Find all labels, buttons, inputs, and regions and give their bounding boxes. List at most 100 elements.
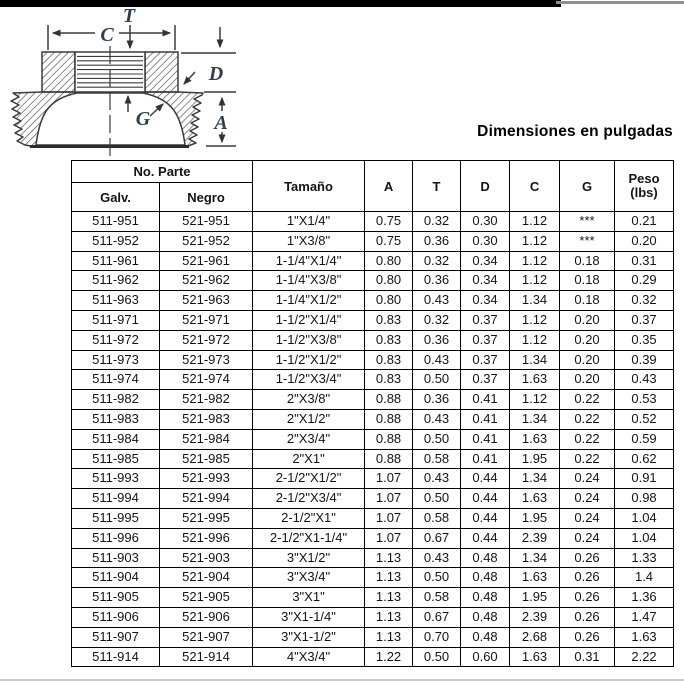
table-row: 511-973 521-973 1-1/2"X1/2" 0.83 0.43 0.37 1.3… <box>71 349 675 371</box>
table-cell: 1"X1/4" <box>252 211 366 232</box>
table-cell: 0.48 <box>460 567 511 589</box>
table-row: 511-905 521-905 3"X1" 1.13 0.58 0.48 1.95 0.26 1… <box>71 587 675 608</box>
table-cell: 0.48 <box>460 547 511 569</box>
table-cell: 1-1/2"X1/4" <box>252 309 366 331</box>
table-cell: 1.95 <box>509 448 561 470</box>
table-cell: 0.80 <box>364 290 414 311</box>
table-row: 511-982 521-982 2"X3/8" 0.88 0.36 0.41 1.12 0.2… <box>71 389 675 410</box>
table-cell: 1.07 <box>364 488 414 509</box>
table-cell: 0.43 <box>412 408 462 430</box>
table-cell: 0.53 <box>614 389 675 410</box>
table-cell: 0.41 <box>460 428 511 450</box>
label-c: C <box>100 24 114 46</box>
table-cell: 1-1/4"X1/2" <box>252 290 366 311</box>
table-cell: 2"X1/2" <box>252 408 366 430</box>
table-cell: 0.62 <box>614 448 675 470</box>
table-cell: 521-971 <box>158 309 254 331</box>
table-cell: 0.58 <box>412 448 462 470</box>
table-cell: 521-995 <box>158 507 254 529</box>
table-row: 511-984 521-984 2"X3/4" 0.88 0.50 0.41 1.63 0.2… <box>71 428 675 450</box>
table-cell: 511-996 <box>71 527 160 549</box>
table-cell: 0.83 <box>364 349 414 371</box>
dimensions-table: No. Parte Tamaño A T D C G Peso (lbs) Ga… <box>70 160 675 668</box>
dimension-d <box>181 27 236 93</box>
table-cell: 521-905 <box>158 587 254 608</box>
table-row: 511-907 521-907 3"X1-1/2" 1.13 0.70 0.48 2.68 0… <box>71 626 675 648</box>
table-cell: 0.88 <box>364 448 414 470</box>
table-cell: 0.36 <box>412 270 462 292</box>
table-cell: 511-962 <box>71 270 160 292</box>
header-tamano: Tamaño <box>252 160 366 212</box>
table-cell: 0.80 <box>364 270 414 292</box>
table-cell: 511-905 <box>71 587 160 608</box>
table-cell: 2-1/2"X1-1/4" <box>252 527 366 549</box>
table-cell: 511-903 <box>71 547 160 569</box>
table-cell: 521-914 <box>158 646 254 668</box>
dimension-a <box>206 96 236 147</box>
table-cell: 0.50 <box>412 369 462 391</box>
table-cell: 2"X3/4" <box>252 428 366 450</box>
table-cell: 521-993 <box>158 468 254 490</box>
table-cell: 1.07 <box>364 527 414 549</box>
table-row: 511-996 521-996 2-1/2"X1-1/4" 1.07 0.67 0.44 2… <box>71 527 675 549</box>
table-cell: 0.83 <box>364 329 414 351</box>
table-cell: 1.34 <box>509 547 561 569</box>
table-cell: 0.44 <box>460 468 511 490</box>
table-cell: 511-994 <box>71 488 160 509</box>
table-cell: 0.32 <box>412 309 462 331</box>
table-cell: 0.30 <box>460 211 511 232</box>
table-cell: 511-906 <box>71 606 160 628</box>
table-row: 511-985 521-985 2"X1" 0.88 0.58 0.41 1.95 0.22 0… <box>71 448 675 470</box>
table-cell: 1.12 <box>509 250 561 272</box>
table-cell: 521-904 <box>158 567 254 589</box>
table-header: No. Parte Tamaño A T D C G Peso (lbs) Ga… <box>70 160 675 212</box>
table-cell: 0.35 <box>614 329 675 351</box>
table-cell: 0.88 <box>364 389 414 410</box>
table-cell: 1.63 <box>509 369 561 391</box>
top-rule-black <box>0 0 561 7</box>
table-cell: 0.67 <box>412 606 462 628</box>
table-cell: 0.22 <box>559 428 616 450</box>
table-cell: 0.58 <box>412 587 462 608</box>
table-cell: 1"X3/8" <box>252 230 366 252</box>
table-cell: 0.26 <box>559 547 616 569</box>
top-rule-gray <box>556 1 684 4</box>
table-cell: 0.24 <box>559 527 616 549</box>
table-row: 511-971 521-971 1-1/2"X1/4" 0.83 0.32 0.37 1.1… <box>71 309 675 331</box>
table-cell: 0.36 <box>412 329 462 351</box>
table-cell: 0.24 <box>559 468 616 490</box>
table-cell: 0.75 <box>364 230 414 252</box>
table-row: 511-952 521-952 1"X3/8" 0.75 0.36 0.30 1.12 ***… <box>71 230 675 252</box>
table-cell: 1.12 <box>509 230 561 252</box>
table-cell: 0.67 <box>412 527 462 549</box>
lower-body <box>10 91 204 148</box>
table-cell: 1.63 <box>509 567 561 589</box>
table-cell: 0.50 <box>412 428 462 450</box>
table-cell: 0.20 <box>614 230 675 252</box>
table-cell: 0.22 <box>559 448 616 470</box>
table-cell: 0.32 <box>412 211 462 232</box>
table-cell: 3"X1-1/4" <box>252 606 366 628</box>
table-cell: 521-973 <box>158 349 254 371</box>
table-row: 511-903 521-903 3"X1/2" 1.13 0.43 0.48 1.34 0.2… <box>71 547 675 569</box>
table-cell: 0.41 <box>460 448 511 470</box>
table-cell: 0.24 <box>559 488 616 509</box>
table-cell: 1.34 <box>509 349 561 371</box>
table-cell: 0.22 <box>559 408 616 430</box>
table-cell: 1.12 <box>509 211 561 232</box>
table-cell: 0.26 <box>559 567 616 589</box>
table-cell: 511-982 <box>71 389 160 410</box>
table-cell: 521-951 <box>158 211 254 232</box>
table-cell: 521-903 <box>158 547 254 569</box>
table-cell: 1.36 <box>614 587 675 608</box>
table-cell: 0.31 <box>559 646 616 668</box>
table-cell: 0.43 <box>412 547 462 569</box>
table-cell: 0.48 <box>460 587 511 608</box>
table-cell: 0.83 <box>364 309 414 331</box>
table-cell: 0.24 <box>559 507 616 529</box>
table-cell: 1.07 <box>364 468 414 490</box>
table-cell: 511-985 <box>71 448 160 470</box>
table-cell: 1.04 <box>614 527 675 549</box>
table-cell: 1.34 <box>509 290 561 311</box>
